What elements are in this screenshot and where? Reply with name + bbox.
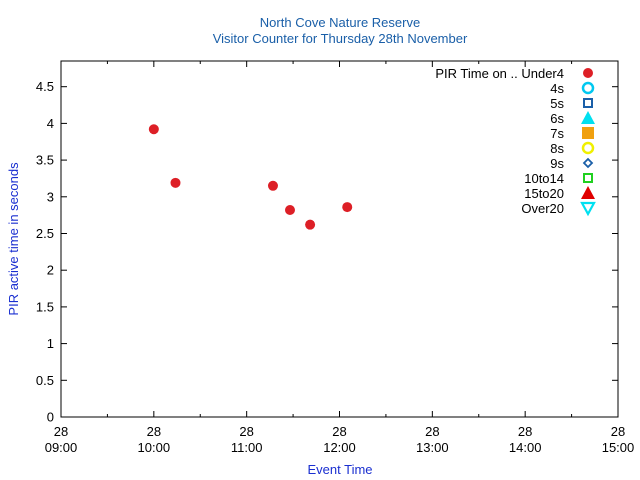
- legend-label: 4s: [550, 81, 564, 96]
- data-point: [148, 124, 159, 135]
- x-tick-label-time: 12:00: [323, 440, 356, 455]
- chart-subtitle: Visitor Counter for Thursday 28th Novemb…: [213, 31, 468, 46]
- plot-area: [60, 60, 619, 418]
- y-tick-label: 1.5: [36, 299, 54, 314]
- legend-marker: [582, 157, 594, 169]
- y-tick-label: 3: [47, 189, 54, 204]
- x-axis-label: Event Time: [307, 462, 372, 477]
- x-tick-label-time: 15:00: [602, 440, 635, 455]
- legend-label: 10to14: [524, 171, 564, 186]
- data-point: [267, 180, 278, 191]
- legend-label: 7s: [550, 126, 564, 141]
- legend-label: 6s: [550, 111, 564, 126]
- data-points: [148, 124, 353, 230]
- x-tick-label-day: 28: [611, 424, 625, 439]
- x-tick-label-time: 09:00: [45, 440, 78, 455]
- y-tick-label: 4.5: [36, 79, 54, 94]
- data-point: [170, 177, 181, 188]
- legend-marker: [581, 141, 595, 155]
- y-axis-label: PIR active time in seconds: [6, 162, 21, 316]
- legend-marker: [581, 111, 595, 124]
- legend-marker: [580, 201, 596, 217]
- x-tick-label-day: 28: [518, 424, 532, 439]
- x-tick-label-time: 14:00: [509, 440, 542, 455]
- y-tick-label: 3.5: [36, 153, 54, 168]
- x-tick-label-day: 28: [147, 424, 161, 439]
- y-tick-label: 0.5: [36, 373, 54, 388]
- legend-label: 8s: [550, 141, 564, 156]
- x-tick-label-day: 28: [425, 424, 439, 439]
- y-tick-label: 4: [47, 116, 54, 131]
- legend-marker: [583, 68, 593, 78]
- x-tick-label-day: 28: [239, 424, 253, 439]
- chart-title: North Cove Nature Reserve: [260, 15, 420, 30]
- data-point: [305, 219, 316, 230]
- axis-ticks: [60, 61, 619, 418]
- x-tick-labels: 2809:002810:002811:002812:002813:002814:…: [45, 424, 635, 455]
- y-tick-labels: 0 0.5 1 1.5 2 2.5 3 3.5 4 4.5: [36, 79, 54, 424]
- legend-label: 15to20: [524, 186, 564, 201]
- legend-marker: [581, 81, 595, 95]
- legend-marker: [581, 186, 595, 199]
- y-tick-label: 2.5: [36, 226, 54, 241]
- legend: PIR Time on .. Under44s5s6s7s8s9s10to141…: [435, 66, 596, 217]
- x-tick-label-day: 28: [332, 424, 346, 439]
- y-tick-label: 0: [47, 410, 54, 425]
- x-tick-label-time: 13:00: [416, 440, 449, 455]
- legend-label: Over20: [521, 201, 564, 216]
- legend-marker: [583, 98, 593, 108]
- legend-label: 5s: [550, 96, 564, 111]
- data-point: [342, 202, 353, 213]
- y-tick-label: 1: [47, 336, 54, 351]
- x-tick-label-time: 11:00: [231, 440, 263, 455]
- legend-label: PIR Time on .. Under4: [435, 66, 564, 81]
- data-point: [284, 205, 295, 216]
- legend-marker: [582, 127, 594, 139]
- legend-label: 9s: [550, 156, 564, 171]
- x-tick-label-time: 10:00: [138, 440, 171, 455]
- y-tick-label: 2: [47, 263, 54, 278]
- legend-marker: [583, 173, 593, 183]
- x-tick-label-day: 28: [54, 424, 68, 439]
